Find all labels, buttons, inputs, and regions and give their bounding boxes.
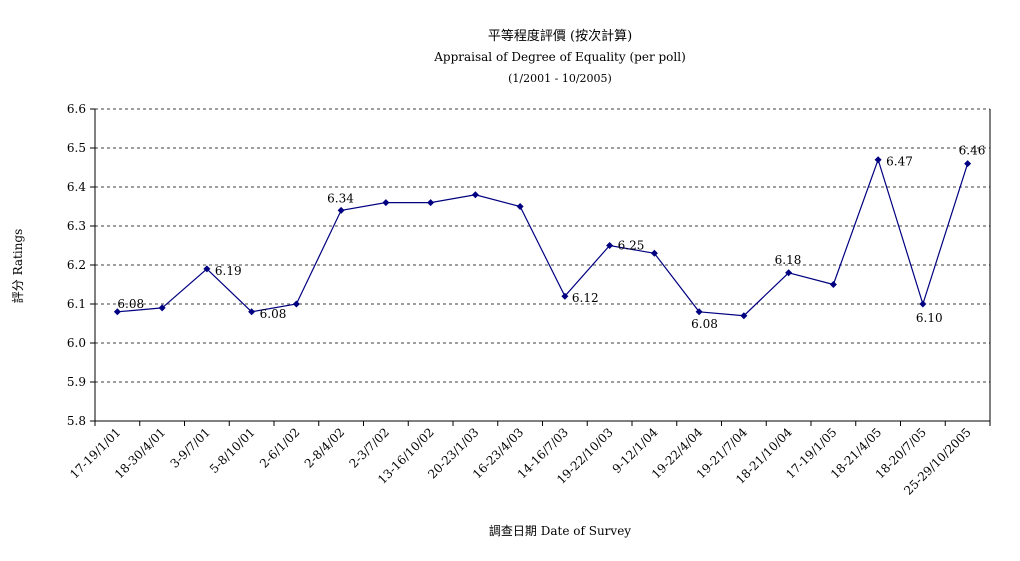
y-tick-label: 5.8 [67,414,86,428]
data-point [606,242,614,249]
data-point [203,265,211,273]
y-tick-label: 5.9 [67,375,86,389]
data-point [874,156,882,164]
grid-lines [95,108,990,383]
y-tick-label: 6.1 [67,297,86,311]
chart-title: 平等程度評價 (按次計算) [488,28,632,44]
x-tick-label: 2-3/7/02 [347,425,392,470]
y-tick-label: 6.0 [67,336,86,350]
data-point [158,304,166,312]
data-label: 6.18 [775,253,802,267]
data-point [248,308,256,316]
y-tick-label: 6.6 [67,102,86,116]
data-label: 6.12 [572,291,599,305]
data-point [292,300,300,308]
data-label: 6.34 [327,191,354,205]
data-label: 6.25 [618,239,645,253]
data-point [829,281,837,288]
data-point [785,269,793,277]
x-axis-title: 調查日期 Date of Survey [489,524,631,538]
y-tick-labels: 5.8 5.9 6.0 6.1 6.2 6.3 6.4 6.5 6.6 [67,102,86,428]
data-label: 6.08 [117,297,144,311]
data-point [516,203,524,210]
data-label: 6.10 [916,311,943,325]
data-point [964,160,972,168]
data-label: 6.46 [959,144,986,158]
y-tick-label: 6.2 [67,258,86,272]
data-point [740,312,748,320]
data-point [695,308,703,316]
data-point [337,206,345,214]
data-labels: 6.08 6.19 6.08 6.34 6.12 6.25 6.08 6.18 6.47 6.10… [117,144,985,331]
data-label: 6.08 [691,317,718,331]
chart-subtitle: Appraisal of Degree of Equality (per pol… [433,50,686,64]
y-tick-label: 6.4 [67,180,86,194]
y-axis-title: 評分 Ratings [10,229,25,304]
data-label: 6.08 [260,307,287,321]
x-tick-label: 2-8/4/02 [302,425,347,470]
data-point [650,249,658,257]
data-point [919,300,927,308]
y-tick-label: 6.3 [67,219,86,233]
chart-date-range: (1/2001 - 10/2005) [508,72,612,85]
x-tick-label: 3-9/7/01 [168,425,213,470]
data-point [113,308,121,316]
data-point [427,199,435,207]
data-point [471,191,479,199]
data-label: 6.19 [215,264,242,278]
data-point [382,199,390,207]
axes [90,108,991,426]
data-point [561,292,569,300]
x-tick-label: 5-8/10/01 [207,425,258,476]
y-tick-label: 6.5 [67,141,86,155]
ratings-series [113,156,972,320]
series-line [117,157,969,317]
x-tick-label: 2-6/1/02 [257,425,302,470]
data-label: 6.47 [886,155,913,169]
